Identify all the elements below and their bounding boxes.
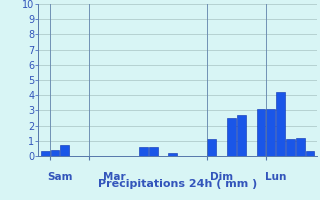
Bar xyxy=(60,145,69,156)
Bar xyxy=(286,139,295,156)
Text: Dim: Dim xyxy=(210,172,233,182)
Bar xyxy=(266,109,275,156)
Bar xyxy=(276,92,285,156)
Bar xyxy=(139,147,148,156)
Bar xyxy=(306,151,314,156)
Bar xyxy=(257,109,265,156)
Text: Sam: Sam xyxy=(47,172,73,182)
Bar xyxy=(168,153,177,156)
Bar xyxy=(207,139,216,156)
Bar xyxy=(296,138,305,156)
Bar xyxy=(41,151,50,156)
Bar xyxy=(227,118,236,156)
Bar xyxy=(149,147,157,156)
Text: Mar: Mar xyxy=(103,172,125,182)
Text: Lun: Lun xyxy=(265,172,286,182)
Bar xyxy=(237,115,246,156)
Bar xyxy=(51,150,60,156)
X-axis label: Précipitations 24h ( mm ): Précipitations 24h ( mm ) xyxy=(98,179,257,189)
